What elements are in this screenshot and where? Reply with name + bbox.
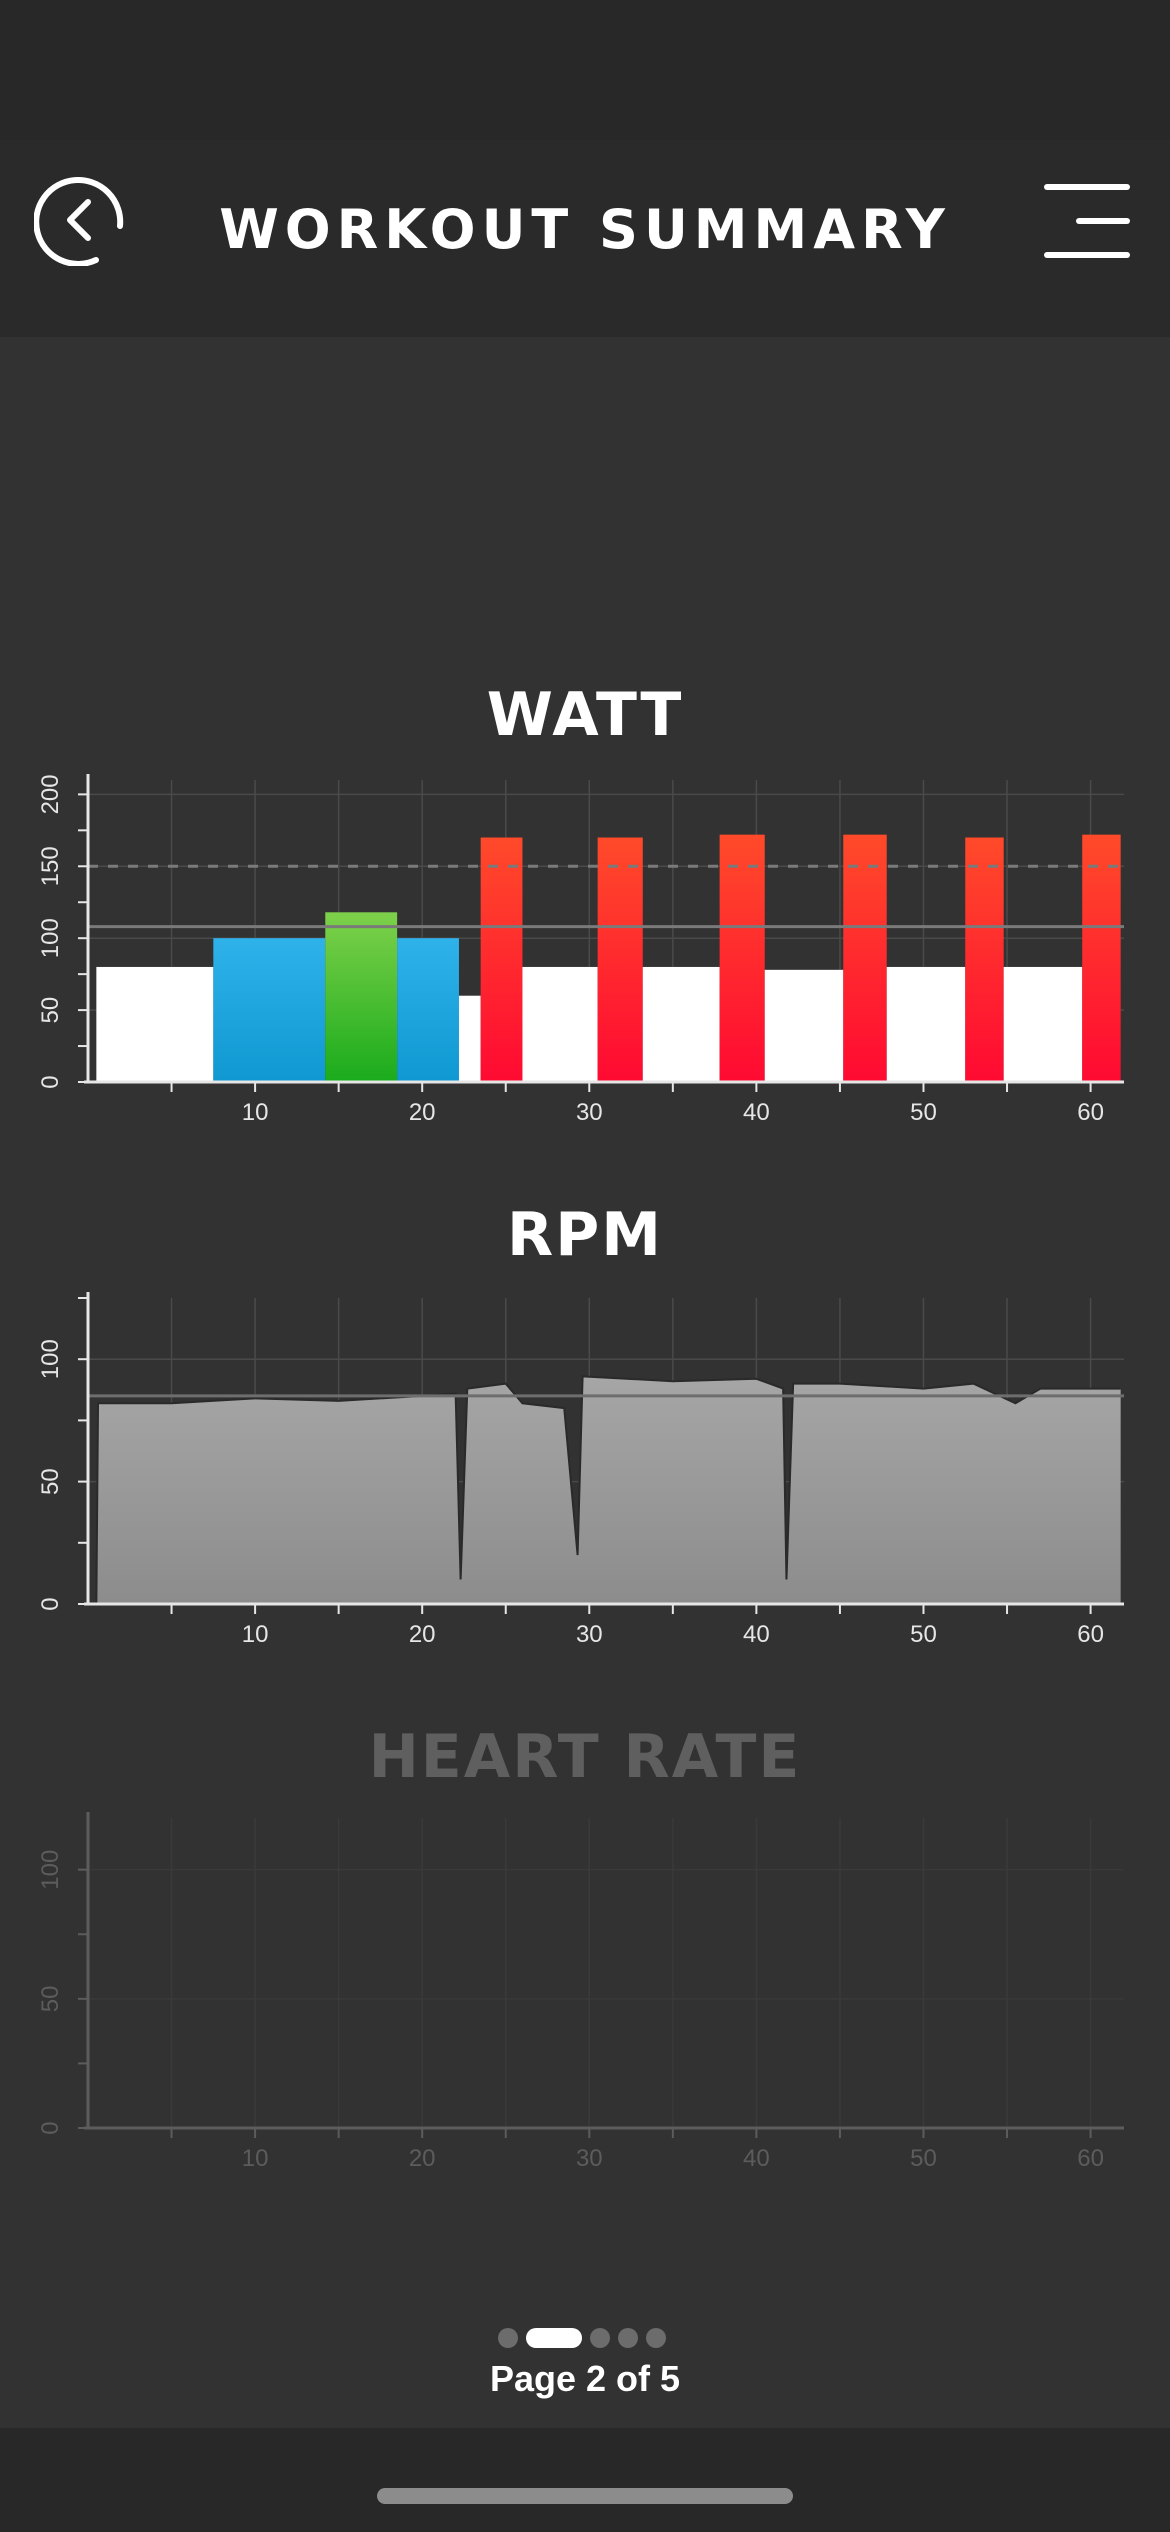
watt-segment-red	[965, 837, 1004, 1082]
page-dot-5[interactable]	[646, 2328, 666, 2348]
x-tick-label: 60	[1077, 2145, 1104, 2172]
x-tick-label: 40	[743, 1099, 770, 1126]
watt-segment-white	[764, 969, 844, 1082]
page-dot-2[interactable]	[526, 2328, 582, 2348]
page-dot-4[interactable]	[618, 2328, 638, 2348]
status-bar	[0, 0, 1170, 140]
hamburger-menu-icon	[1044, 184, 1130, 258]
y-tick-label: 0	[37, 1075, 64, 1088]
watt-chart-title: WATT	[486, 680, 684, 750]
y-tick-label: 200	[37, 774, 64, 814]
watt-segment-red	[719, 834, 765, 1082]
x-tick-label: 50	[910, 1099, 937, 1126]
x-tick-label: 30	[576, 2145, 603, 2172]
x-tick-label: 20	[409, 2145, 436, 2172]
rpm-area	[96, 1376, 1121, 1604]
y-tick-label: 50	[37, 1468, 64, 1495]
x-tick-label: 60	[1077, 1621, 1104, 1648]
watt-segment-red	[843, 834, 887, 1082]
x-tick-label: 50	[910, 2145, 937, 2172]
heart-rate-chart-title: HEART RATE	[368, 1722, 802, 1792]
y-tick-label: 100	[37, 1339, 64, 1379]
x-tick-label: 40	[743, 2145, 770, 2172]
x-tick-label: 10	[242, 2145, 269, 2172]
back-arrow-circle-icon	[33, 176, 124, 267]
rpm-chart-title: RPM	[507, 1200, 663, 1270]
watt-segment-white	[96, 966, 214, 1082]
y-tick-label: 50	[37, 1985, 64, 2012]
x-tick-label: 20	[409, 1099, 436, 1126]
page-indicator	[0, 2328, 1170, 2358]
watt-segment-blue	[397, 938, 459, 1082]
watt-segment-red	[597, 837, 643, 1082]
watt-segment-white	[458, 995, 481, 1082]
y-tick-label: 100	[37, 918, 64, 958]
x-tick-label: 10	[242, 1621, 269, 1648]
page-dot-1[interactable]	[498, 2328, 518, 2348]
x-tick-label: 60	[1077, 1099, 1104, 1126]
page-dot-3[interactable]	[590, 2328, 610, 2348]
watt-segment-blue	[213, 938, 326, 1082]
x-tick-label: 40	[743, 1621, 770, 1648]
y-tick-label: 0	[37, 1597, 64, 1610]
watt-segment-white	[1003, 966, 1083, 1082]
watt-segment-green	[325, 912, 398, 1082]
watt-segment-white	[522, 966, 598, 1082]
menu-button[interactable]	[1040, 180, 1134, 264]
heart-rate-chart: 10 20 30 40 50 60 0 50 100	[37, 1812, 1124, 2172]
x-tick-label: 10	[242, 1099, 269, 1126]
y-tick-label: 150	[37, 846, 64, 886]
rpm-chart: 10 20 30 40 50 60 0 50 100	[37, 1292, 1124, 1648]
page-label: Page 2 of 5	[489, 2358, 681, 2399]
home-bar[interactable]	[377, 2488, 793, 2504]
y-tick-label: 0	[37, 2121, 64, 2134]
x-tick-label: 50	[910, 1621, 937, 1648]
page-title: WORKOUT SUMMARY	[219, 198, 951, 261]
y-tick-label: 50	[37, 997, 64, 1024]
x-tick-label: 30	[576, 1621, 603, 1648]
header: WORKOUT SUMMARY	[0, 140, 1170, 337]
watt-segment-white	[886, 966, 966, 1082]
x-tick-label: 30	[576, 1099, 603, 1126]
watt-segment-red	[480, 837, 523, 1082]
y-tick-label: 100	[37, 1850, 64, 1890]
rpm-line	[95, 1375, 1121, 1605]
x-tick-label: 20	[409, 1621, 436, 1648]
home-indicator	[0, 2428, 1170, 2532]
back-button[interactable]	[33, 174, 126, 267]
watt-chart: 10 20 30 40 50 60 0 50 100 150 200	[37, 774, 1124, 1126]
watt-segment-white	[642, 966, 720, 1082]
watt-segment-red	[1082, 834, 1121, 1082]
